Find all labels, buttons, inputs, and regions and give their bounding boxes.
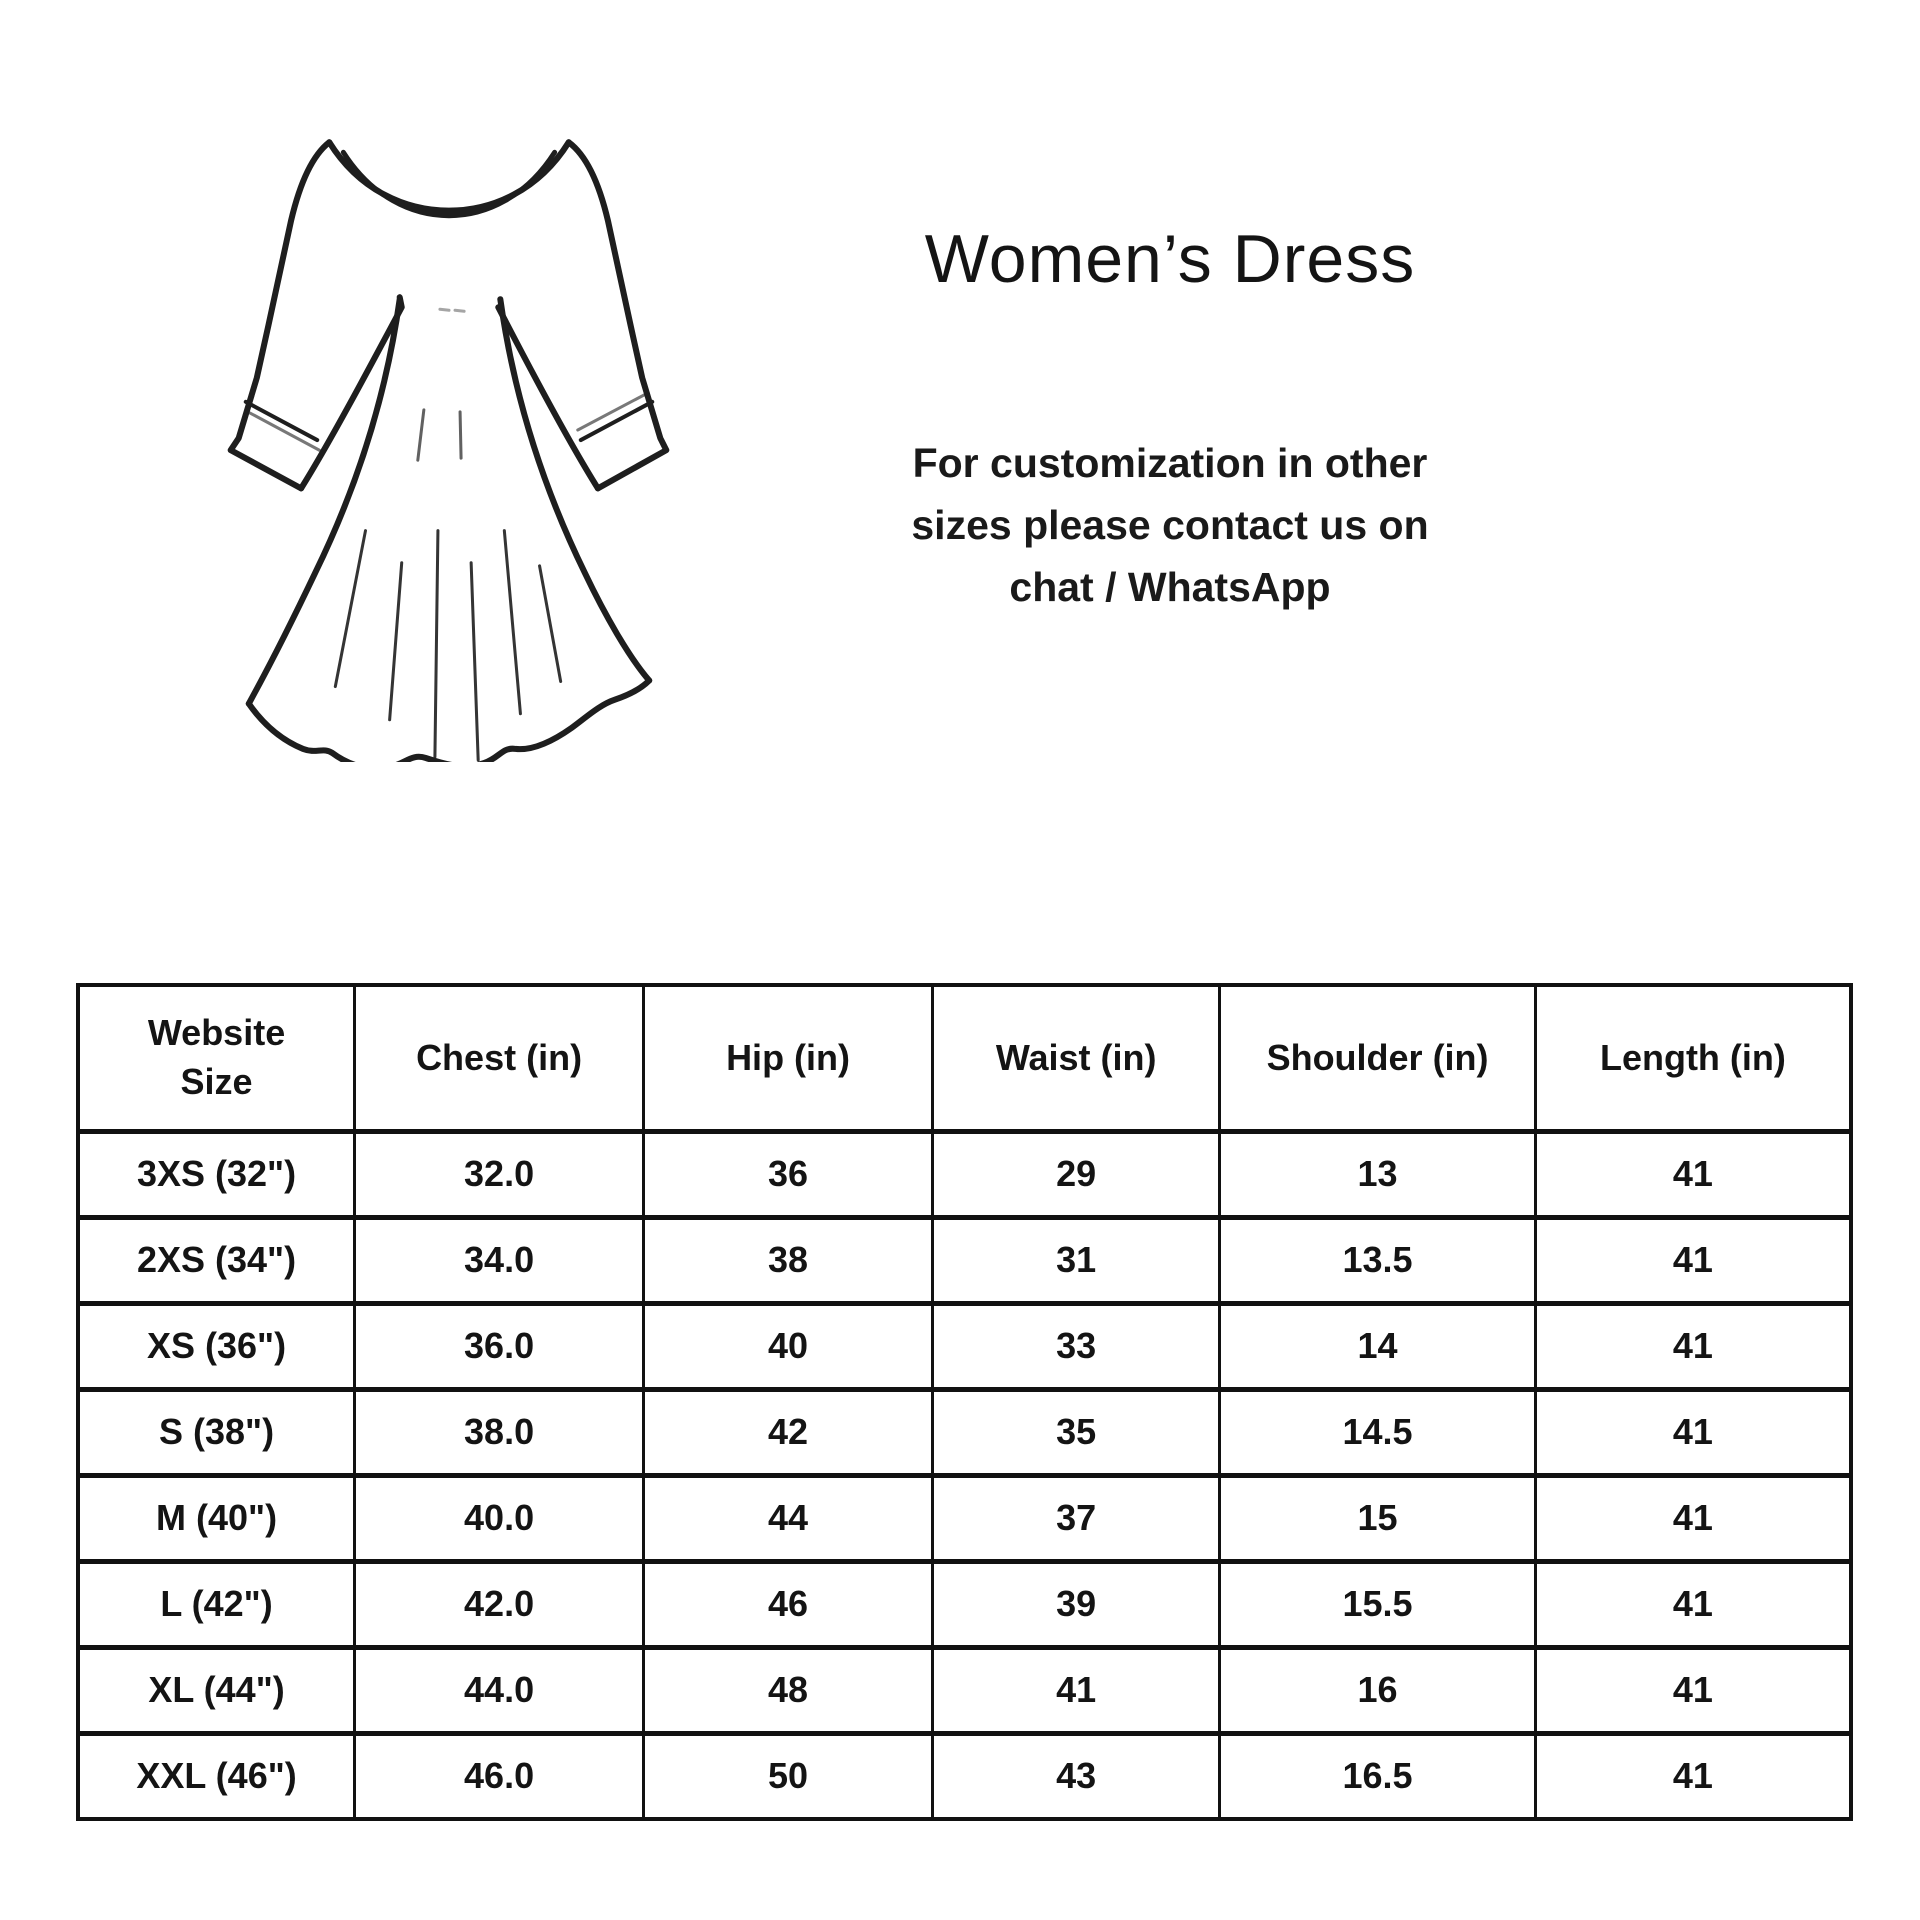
chest-cell: 36.0	[353, 1303, 644, 1389]
hip-cell: 44	[642, 1475, 933, 1561]
length-cell: 41	[1533, 1389, 1851, 1475]
shoulder-cell: 13.5	[1218, 1217, 1536, 1303]
table-row-2xs: 2XS (34") 34.0 38 31 13.5 41	[76, 1217, 1851, 1303]
size-cell: 3XS (32")	[76, 1131, 355, 1217]
header-row: Website Size Chest (in) Hip (in) Waist (…	[76, 985, 1851, 1131]
dress-line-drawing	[227, 139, 670, 772]
length-cell: 41	[1533, 1475, 1851, 1561]
size-cell: 2XS (34")	[76, 1217, 355, 1303]
waist-cell: 43	[931, 1733, 1220, 1819]
column-header-website-size: Website Size	[76, 985, 355, 1131]
size-chart-table: Website Size Chest (in) Hip (in) Waist (…	[76, 983, 1853, 1821]
hip-cell: 42	[642, 1389, 933, 1475]
table-row-xxl: XXL (46") 46.0 50 43 16.5 41	[76, 1733, 1851, 1819]
chest-cell: 40.0	[353, 1475, 644, 1561]
chest-cell: 34.0	[353, 1217, 644, 1303]
size-cell: XXL (46")	[76, 1733, 355, 1819]
size-cell: L (42")	[76, 1561, 355, 1647]
note-line-1: For customization in other	[912, 440, 1428, 486]
note-line-2: sizes please contact us on	[911, 502, 1429, 548]
shoulder-cell: 16.5	[1218, 1733, 1536, 1819]
waist-cell: 41	[931, 1647, 1220, 1733]
column-header-hip: Hip (in)	[642, 985, 933, 1131]
table-row-m: M (40") 40.0 44 37 15 41	[76, 1475, 1851, 1561]
dress-illustration	[212, 98, 686, 772]
page-title: Women’s Dress	[924, 221, 1416, 297]
shoulder-cell: 14.5	[1218, 1389, 1536, 1475]
length-cell: 41	[1533, 1561, 1851, 1647]
waist-cell: 35	[931, 1389, 1220, 1475]
hip-cell: 36	[642, 1131, 933, 1217]
waist-cell: 37	[931, 1475, 1220, 1561]
chest-cell: 44.0	[353, 1647, 644, 1733]
hip-cell: 50	[642, 1733, 933, 1819]
customization-note: For customization in other sizes please …	[830, 432, 1510, 618]
size-cell: XS (36")	[76, 1303, 355, 1389]
column-header-shoulder: Shoulder (in)	[1218, 985, 1536, 1131]
chest-cell: 32.0	[353, 1131, 644, 1217]
table-row-xs: XS (36") 36.0 40 33 14 41	[76, 1303, 1851, 1389]
shoulder-cell: 14	[1218, 1303, 1536, 1389]
table-row-s: S (38") 38.0 42 35 14.5 41	[76, 1389, 1851, 1475]
hip-cell: 46	[642, 1561, 933, 1647]
hip-cell: 38	[642, 1217, 933, 1303]
shoulder-cell: 15.5	[1218, 1561, 1536, 1647]
table-row-l: L (42") 42.0 46 39 15.5 41	[76, 1561, 1851, 1647]
chest-cell: 42.0	[353, 1561, 644, 1647]
length-cell: 41	[1533, 1647, 1851, 1733]
column-header-waist: Waist (in)	[931, 985, 1220, 1131]
length-cell: 41	[1533, 1131, 1851, 1217]
table-row-xl: XL (44") 44.0 48 41 16 41	[76, 1647, 1851, 1733]
hip-cell: 40	[642, 1303, 933, 1389]
waist-cell: 31	[931, 1217, 1220, 1303]
hip-cell: 48	[642, 1647, 933, 1733]
column-header-length: Length (in)	[1533, 985, 1851, 1131]
note-line-3: chat / WhatsApp	[1009, 564, 1331, 610]
size-cell: M (40")	[76, 1475, 355, 1561]
size-cell: XL (44")	[76, 1647, 355, 1733]
size-cell: S (38")	[76, 1389, 355, 1475]
shoulder-cell: 15	[1218, 1475, 1536, 1561]
column-header-chest: Chest (in)	[353, 985, 644, 1131]
length-cell: 41	[1533, 1733, 1851, 1819]
length-cell: 41	[1533, 1303, 1851, 1389]
waist-cell: 33	[931, 1303, 1220, 1389]
length-cell: 41	[1533, 1217, 1851, 1303]
shoulder-cell: 13	[1218, 1131, 1536, 1217]
shoulder-cell: 16	[1218, 1647, 1536, 1733]
chest-cell: 38.0	[353, 1389, 644, 1475]
chest-cell: 46.0	[353, 1733, 644, 1819]
waist-cell: 39	[931, 1561, 1220, 1647]
table-row-3xs: 3XS (32") 32.0 36 29 13 41	[76, 1131, 1851, 1217]
waist-cell: 29	[931, 1131, 1220, 1217]
